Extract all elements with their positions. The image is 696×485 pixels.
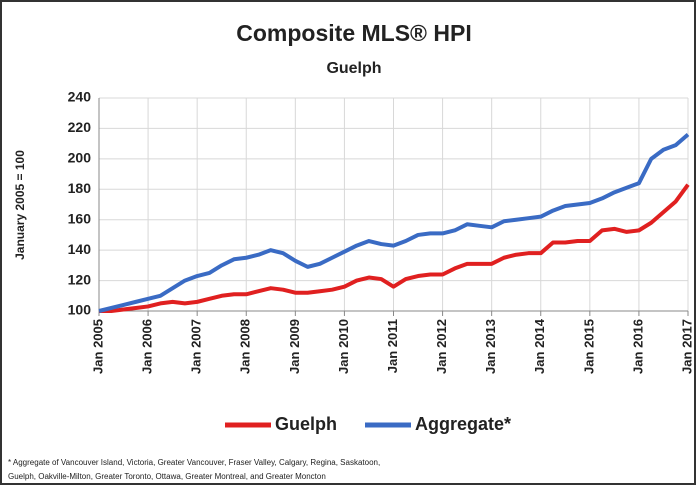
x-tick-label: Jan 2016 (630, 319, 645, 374)
legend-label: Guelph (275, 414, 337, 434)
chart-title: Composite MLS® HPI (236, 20, 471, 46)
x-tick-label: Jan 2010 (336, 319, 351, 374)
legend-label: Aggregate* (415, 414, 511, 434)
x-tick-label: Jan 2013 (483, 319, 498, 374)
y-tick-label: 160 (68, 210, 92, 226)
y-tick-label: 220 (68, 119, 92, 135)
x-tick-label: Jan 2017 (679, 319, 694, 374)
x-tick-label: Jan 2006 (140, 319, 155, 374)
x-tick-label: Jan 2014 (532, 318, 547, 374)
y-tick-label: 200 (68, 150, 92, 166)
line-series (98, 133, 690, 313)
x-tick-label: Jan 2007 (189, 319, 204, 374)
y-tick-label: 240 (68, 89, 92, 105)
line-series (99, 183, 690, 313)
x-tick-label: Jan 2005 (90, 319, 105, 374)
footnote: Guelph, Oakville-Milton, Greater Toronto… (8, 472, 326, 481)
footnote: * Aggregate of Vancouver Island, Victori… (8, 458, 380, 467)
x-tick-label: Jan 2012 (434, 319, 449, 374)
y-tick-label: 140 (68, 241, 92, 257)
chart-subtitle: Guelph (326, 60, 381, 77)
x-tick-label: Jan 2009 (287, 319, 302, 374)
y-tick-label: 180 (68, 180, 92, 196)
y-tick-label: 100 (68, 302, 92, 318)
x-tick-label: Jan 2008 (238, 319, 253, 374)
x-tick-label: Jan 2015 (581, 319, 596, 374)
y-axis-label: January 2005 = 100 (13, 150, 27, 260)
y-tick-label: 120 (68, 271, 92, 287)
x-tick-label: Jan 2011 (385, 319, 400, 373)
